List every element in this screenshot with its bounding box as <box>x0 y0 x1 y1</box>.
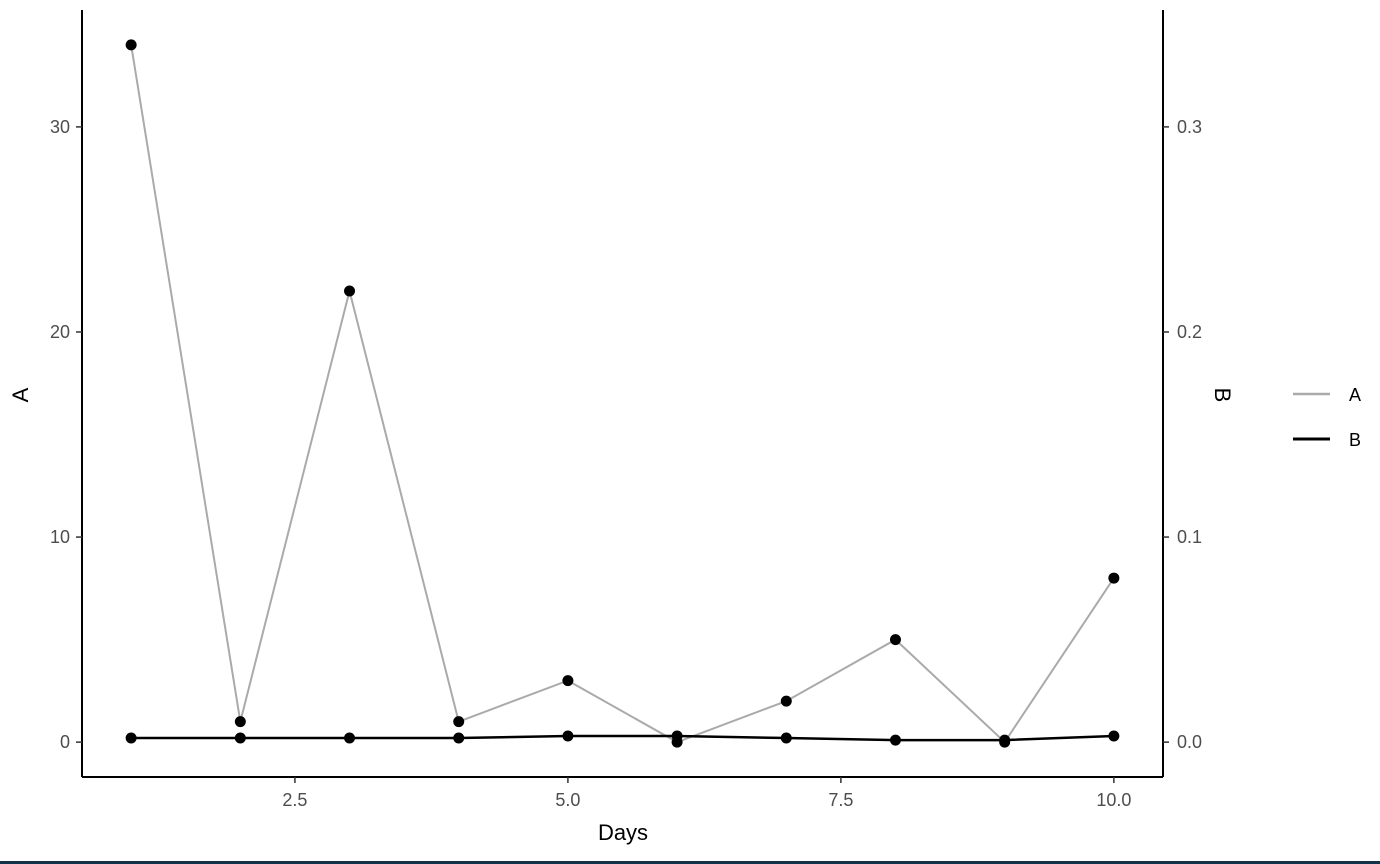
data-point-b <box>125 732 137 744</box>
y-left-tick-label: 10 <box>50 527 70 547</box>
data-point-a <box>125 39 137 51</box>
data-point-a <box>889 634 901 646</box>
y-axis-right-title: B <box>1210 388 1235 403</box>
x-axis-title: Days <box>598 820 648 845</box>
data-points <box>125 39 1120 748</box>
data-point-a <box>780 695 792 707</box>
y-left-tick-label: 20 <box>50 322 70 342</box>
legend: AB <box>1293 385 1361 450</box>
y-right-tick-label: 0.0 <box>1177 732 1202 752</box>
axes: 2.5 5.0 7.5 10.0 0 10 20 30 0.0 0.1 0.2 0.3 <box>50 10 1202 810</box>
x-tick-label: 2.5 <box>282 790 307 810</box>
x-tick-label: 7.5 <box>828 790 853 810</box>
bottom-border <box>0 861 1380 864</box>
data-point-b <box>344 732 356 744</box>
series-line-a <box>130 44 1115 744</box>
y-right-tick-label: 0.2 <box>1177 322 1202 342</box>
data-point-b <box>453 732 465 744</box>
y-axis-left-title: A <box>8 387 33 402</box>
series-line-b <box>131 734 1114 742</box>
data-point-a <box>1108 572 1120 584</box>
y-right-tick-label: 0.3 <box>1177 117 1202 137</box>
series-lines <box>130 44 1115 744</box>
data-point-b <box>1108 730 1120 742</box>
data-point-b <box>234 732 246 744</box>
legend-label-b: B <box>1349 430 1361 450</box>
data-point-b <box>562 730 574 742</box>
x-tick-label: 5.0 <box>555 790 580 810</box>
y-right-tick-label: 0.1 <box>1177 527 1202 547</box>
data-point-b <box>999 734 1011 746</box>
x-tick-label: 10.0 <box>1096 790 1131 810</box>
data-point-a <box>562 675 574 687</box>
data-point-a <box>344 285 356 297</box>
data-point-a <box>234 716 246 728</box>
axis-titles: Days A B <box>8 387 1235 845</box>
data-point-b <box>889 734 901 746</box>
y-left-tick-label: 0 <box>60 732 70 752</box>
legend-label-a: A <box>1349 385 1361 405</box>
data-point-b <box>671 730 683 742</box>
data-point-b <box>780 732 792 744</box>
data-point-a <box>453 716 465 728</box>
y-left-tick-label: 30 <box>50 117 70 137</box>
